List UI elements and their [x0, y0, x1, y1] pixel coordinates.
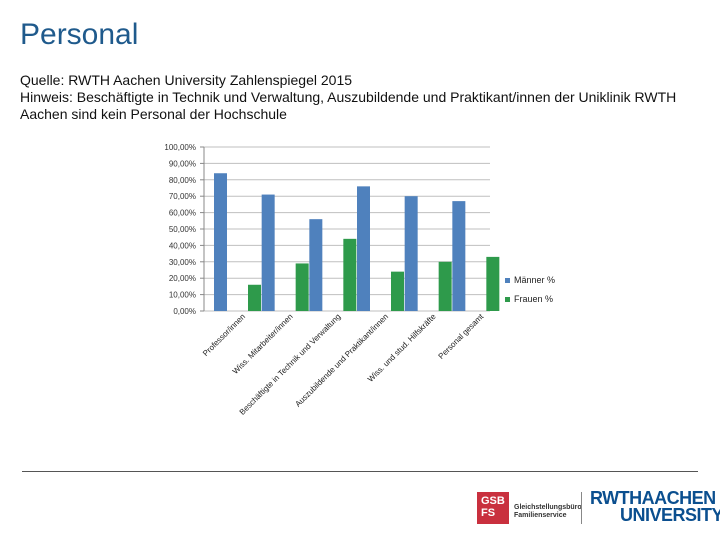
- x-tick-label: Beschäftigte in Technik und Verwaltung: [238, 312, 343, 417]
- x-tick-label: Personal gesamt: [437, 312, 486, 361]
- bar-maenner: [357, 186, 370, 311]
- source-line: Quelle: RWTH Aachen University Zahlenspi…: [20, 72, 353, 88]
- y-tick-label: 50,00%: [169, 225, 196, 234]
- bar-frauen: [343, 238, 357, 311]
- y-tick-label: 40,00%: [169, 241, 196, 250]
- y-tick-label: 80,00%: [169, 176, 196, 185]
- legend-swatch: [505, 278, 510, 283]
- source-notes: Quelle: RWTH Aachen University Zahlenspi…: [20, 72, 700, 123]
- y-tick-label: 10,00%: [169, 291, 196, 300]
- y-tick-label: 70,00%: [169, 192, 196, 201]
- page-title: Personal: [20, 18, 139, 51]
- y-tick-label: 100,00%: [164, 143, 196, 152]
- bar-frauen: [438, 261, 452, 311]
- y-tick-label: 60,00%: [169, 209, 196, 218]
- footer-divider: [22, 471, 698, 472]
- gsb-logo-text: GSB FS: [481, 495, 505, 519]
- bar-maenner: [404, 196, 418, 311]
- y-tick-label: 0,00%: [173, 307, 196, 316]
- legend-label: Männer %: [514, 275, 555, 285]
- x-tick-label: Auszubildende und Praktikant/innen: [293, 312, 390, 409]
- bar-maenner: [214, 173, 227, 311]
- bar-maenner: [452, 201, 466, 311]
- bar-frauen: [391, 271, 404, 311]
- bar-frauen: [295, 263, 309, 311]
- rwth-logo-line1: RWTHAACHEN: [590, 488, 716, 508]
- x-tick-label: Professor/innen: [201, 312, 247, 358]
- rwth-logo: RWTHAACHEN UNIVERSITY: [590, 488, 720, 525]
- legend-label: Frauen %: [514, 294, 553, 304]
- y-tick-label: 90,00%: [169, 159, 196, 168]
- bar-frauen: [486, 256, 500, 311]
- bar-maenner: [309, 219, 323, 311]
- bar-frauen: [248, 284, 261, 311]
- bar-maenner: [261, 194, 275, 311]
- y-tick-label: 30,00%: [169, 258, 196, 267]
- legend-swatch: [505, 297, 510, 302]
- logo-separator: [581, 492, 582, 524]
- rwth-logo-line2: UNIVERSITY: [620, 505, 720, 525]
- hint-line: Hinweis: Beschäftigte in Technik und Ver…: [20, 89, 677, 122]
- gsb-logo: GSB FS: [477, 492, 509, 524]
- y-tick-label: 20,00%: [169, 274, 196, 283]
- gsb-name: Gleichstellungsbüro Familienservice: [514, 504, 582, 519]
